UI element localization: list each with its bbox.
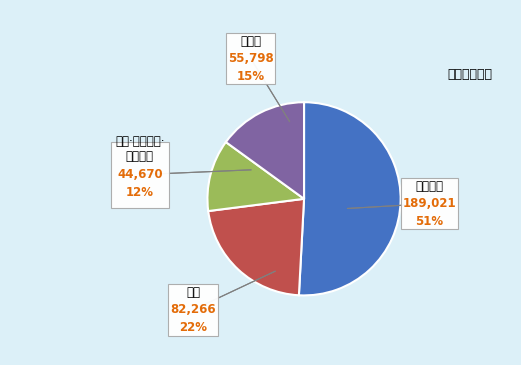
- Text: 82,266: 82,266: [170, 303, 216, 316]
- Text: 12%: 12%: [126, 185, 154, 199]
- Text: 技術·人文知識·
国際業務
44,670
12%: 技術·人文知識· 国際業務 44,670 12%: [115, 146, 165, 204]
- Text: 15%: 15%: [237, 70, 265, 82]
- Text: 留学
82,266
22%: 留学 82,266 22%: [172, 288, 214, 331]
- Wedge shape: [226, 102, 304, 199]
- Text: （単位：人）: （単位：人）: [448, 68, 492, 81]
- Text: 技術·人文知識·
国際業務: 技術·人文知識· 国際業務: [115, 135, 165, 162]
- Text: 189,021: 189,021: [403, 197, 456, 210]
- Text: 55,798: 55,798: [228, 52, 274, 65]
- Text: その他
55,798
15%: その他 55,798 15%: [230, 37, 271, 80]
- Text: その他: その他: [240, 35, 262, 48]
- Wedge shape: [207, 142, 304, 211]
- Text: 技能実習
189,021
51%: 技能実習 189,021 51%: [405, 182, 454, 225]
- Wedge shape: [208, 199, 304, 295]
- Text: 留学: 留学: [186, 286, 200, 299]
- Wedge shape: [299, 102, 401, 295]
- Text: 技能実習: 技能実習: [416, 180, 443, 193]
- Text: 51%: 51%: [416, 215, 444, 227]
- Text: 22%: 22%: [179, 321, 207, 334]
- Text: 44,670: 44,670: [117, 168, 163, 181]
